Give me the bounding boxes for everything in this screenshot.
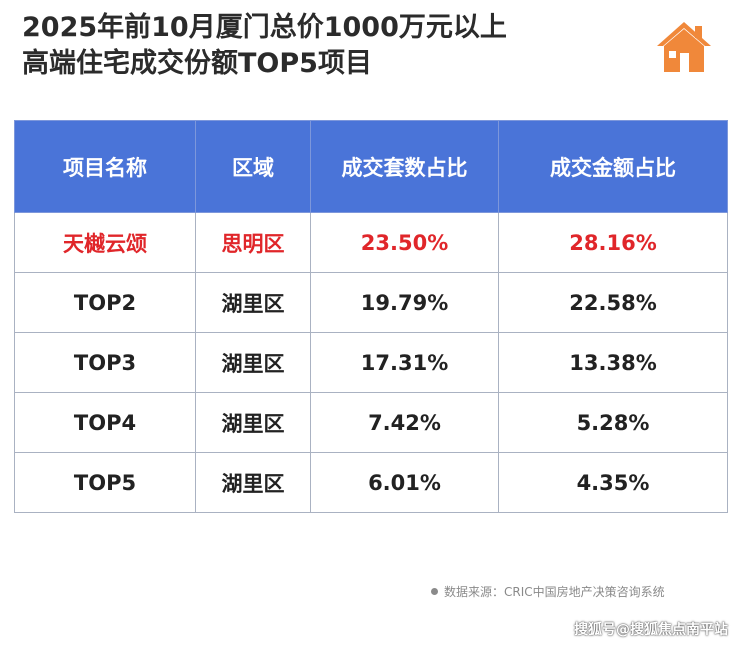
cell-district: 湖里区 <box>195 452 311 513</box>
col-header-unit-share: 成交套数占比 <box>310 120 499 213</box>
watermark: 搜狐号@搜狐焦点南平站 <box>574 622 728 638</box>
title-line-1: 2025年前10月厦门总价1000万元以上 <box>22 12 507 43</box>
table-row: TOP4 湖里区 7.42% 5.28% <box>14 392 728 453</box>
cell-amount-share: 22.58% <box>498 272 728 333</box>
share-table: 项目名称 区域 成交套数占比 成交金额占比 天樾云颂 思明区 23.50% 28… <box>14 120 728 513</box>
table-row: TOP3 湖里区 17.31% 13.38% <box>14 332 728 393</box>
data-source-note: 数据来源：CRIC中国房地产决策咨询系统 <box>431 583 665 600</box>
col-header-project: 项目名称 <box>14 120 196 213</box>
table-row: 天樾云颂 思明区 23.50% 28.16% <box>14 212 728 273</box>
cell-unit-share: 17.31% <box>310 332 499 393</box>
cell-district: 湖里区 <box>195 392 311 453</box>
cell-unit-share: 23.50% <box>310 212 499 273</box>
cell-district: 思明区 <box>195 212 311 273</box>
cell-unit-share: 6.01% <box>310 452 499 513</box>
col-header-amount-share: 成交金额占比 <box>498 120 728 213</box>
cell-district: 湖里区 <box>195 332 311 393</box>
data-source-text: 数据来源：CRIC中国房地产决策咨询系统 <box>444 585 665 599</box>
cell-amount-share: 5.28% <box>498 392 728 453</box>
cell-amount-share: 13.38% <box>498 332 728 393</box>
cell-unit-share: 7.42% <box>310 392 499 453</box>
cell-district: 湖里区 <box>195 272 311 333</box>
cell-project: TOP3 <box>14 332 196 393</box>
house-icon <box>657 22 711 72</box>
cell-project: TOP5 <box>14 452 196 513</box>
title-line-2: 高端住宅成交份额TOP5项目 <box>22 48 372 79</box>
cell-project: TOP4 <box>14 392 196 453</box>
bullet-dot-icon <box>431 588 438 595</box>
cell-project: TOP2 <box>14 272 196 333</box>
cell-project: 天樾云颂 <box>14 212 196 273</box>
cell-amount-share: 4.35% <box>498 452 728 513</box>
table-row: TOP2 湖里区 19.79% 22.58% <box>14 272 728 333</box>
cell-amount-share: 28.16% <box>498 212 728 273</box>
table-header-row: 项目名称 区域 成交套数占比 成交金额占比 <box>14 120 728 213</box>
col-header-district: 区域 <box>195 120 311 213</box>
page-title: 2025年前10月厦门总价1000万元以上 高端住宅成交份额TOP5项目 <box>22 10 642 82</box>
cell-unit-share: 19.79% <box>310 272 499 333</box>
table-row: TOP5 湖里区 6.01% 4.35% <box>14 452 728 513</box>
